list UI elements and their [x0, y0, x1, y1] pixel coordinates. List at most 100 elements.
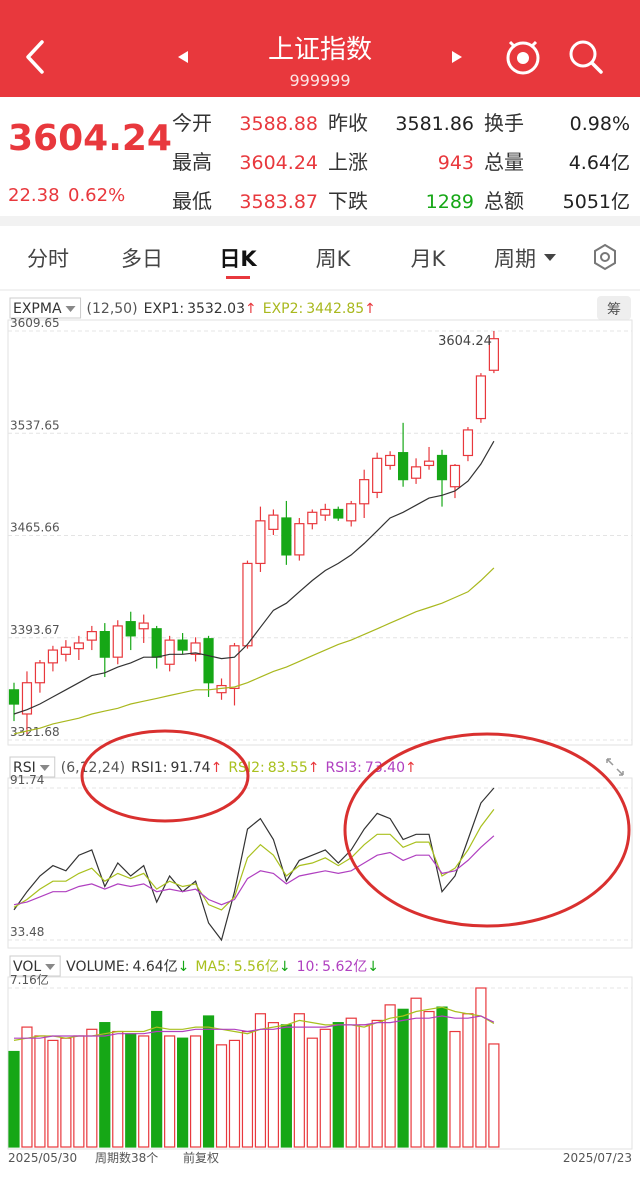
indicator-name: EXPMA: [13, 301, 62, 317]
candle-body: [255, 520, 266, 565]
candle-body: [410, 466, 422, 479]
volume-bar: [358, 1024, 370, 1148]
legend-name: EXP1:: [144, 301, 185, 317]
header-code: 999999: [289, 71, 350, 90]
indicator-selector[interactable]: [9, 756, 56, 778]
dropdown-caret: [39, 765, 50, 771]
candle-body: [8, 689, 20, 705]
next-button[interactable]: [452, 51, 462, 63]
legend-trend: ↑: [308, 760, 320, 776]
candle-body: [385, 454, 396, 467]
legend-trend: ↑: [211, 760, 223, 776]
volume-bar: [151, 1010, 163, 1148]
search-icon[interactable]: [569, 40, 603, 74]
back-button[interactable]: [26, 40, 44, 74]
indicator-params: (12,50): [87, 301, 138, 317]
candle-body: [60, 646, 71, 655]
period-tab[interactable]: 日K: [219, 247, 257, 271]
candle-body: [346, 503, 357, 522]
legend-trend: ↑: [364, 301, 376, 317]
prev-button[interactable]: [178, 51, 188, 63]
candle-body: [307, 511, 318, 525]
volume-bar: [47, 1039, 59, 1148]
legend-value: 3532.03: [187, 301, 245, 317]
field-value: 4.64亿: [569, 152, 630, 174]
volume-bar: [410, 997, 422, 1148]
period-tab[interactable]: 周期: [494, 247, 536, 271]
legend-value: 3442.85: [306, 301, 364, 317]
candle-body: [99, 631, 110, 658]
candle-body: [372, 457, 383, 494]
field-value: 3588.88: [239, 113, 318, 135]
rsi-frame: [7, 777, 633, 949]
period-tab[interactable]: 分时: [27, 247, 69, 271]
volume-bar: [138, 1035, 150, 1148]
volume-bar: [397, 1008, 409, 1148]
candle-body: [423, 460, 435, 467]
settings-icon-dot: [600, 252, 610, 262]
assistant-icon[interactable]: [506, 40, 540, 75]
candle-body: [112, 625, 123, 658]
legend-trend: ↑: [405, 760, 417, 776]
volume-bar: [241, 1030, 254, 1148]
y-tick-label: 3609.65: [10, 316, 60, 330]
legend-name: MA5:: [195, 959, 230, 975]
candle-body: [462, 429, 474, 457]
field-label: 总额: [484, 189, 524, 213]
price-change: 22.38: [8, 185, 60, 206]
indicator-selector[interactable]: [9, 297, 82, 319]
settings-icon[interactable]: [594, 243, 616, 271]
y-tick-label: 7.16亿: [10, 972, 49, 987]
expand-icon[interactable]: [606, 758, 624, 776]
chip-button[interactable]: 筹: [607, 301, 621, 318]
start-date: 2025/05/30: [8, 1151, 77, 1165]
indicator-selector[interactable]: [9, 955, 61, 977]
candle-body: [333, 508, 344, 519]
volume-bar: [99, 1022, 111, 1148]
legend-name: VOLUME:: [66, 959, 129, 975]
legend-trend: ↓: [178, 959, 190, 975]
y-tick-label: 3393.67: [10, 623, 60, 637]
price-change-pct: 0.62%: [68, 185, 125, 206]
divider: [0, 216, 640, 226]
volume-bar: [21, 1026, 33, 1148]
candle-body: [488, 338, 499, 371]
candle-body: [203, 638, 214, 684]
y-tick-label: 3321.68: [10, 725, 60, 739]
volume-bar: [319, 1028, 331, 1148]
field-label: 最高: [172, 150, 212, 174]
period-tab[interactable]: 周K: [316, 247, 352, 271]
candle-body: [73, 642, 84, 650]
period-tab[interactable]: 月K: [411, 247, 447, 271]
period-tab[interactable]: 多日: [121, 247, 163, 271]
legend-trend: ↓: [367, 959, 379, 975]
candle-body: [47, 649, 59, 664]
field-label: 昨收: [328, 111, 368, 135]
volume-bar: [177, 1037, 189, 1148]
chip-button-box[interactable]: [597, 296, 631, 320]
candle-body: [475, 375, 487, 420]
volume-bar: [189, 1035, 202, 1148]
y-tick-label: 3465.66: [10, 521, 60, 535]
dropdown-caret: [45, 964, 56, 970]
candle-body: [125, 621, 136, 637]
volume-bar: [332, 1022, 344, 1148]
y-tick-label: 3537.65: [10, 418, 60, 432]
y-tick-label: 33.48: [10, 925, 44, 939]
field-value: 3583.87: [239, 191, 318, 213]
legend-name: RSI1:: [131, 760, 167, 776]
volume-bar: [436, 1006, 448, 1148]
ema-line: [13, 567, 495, 735]
volume-bar: [60, 1037, 72, 1148]
volume-bar: [488, 1043, 500, 1148]
active-tab-underline: [226, 276, 250, 279]
legend-unit: 亿: [265, 959, 279, 975]
header-title: 上证指数: [268, 35, 372, 65]
volume-bar: [215, 1044, 228, 1148]
end-date: 2025/07/23: [563, 1151, 632, 1165]
volume-bar: [8, 1050, 20, 1148]
dropdown-caret: [544, 254, 556, 261]
field-label: 今开: [172, 111, 212, 135]
candle-body: [294, 523, 305, 556]
